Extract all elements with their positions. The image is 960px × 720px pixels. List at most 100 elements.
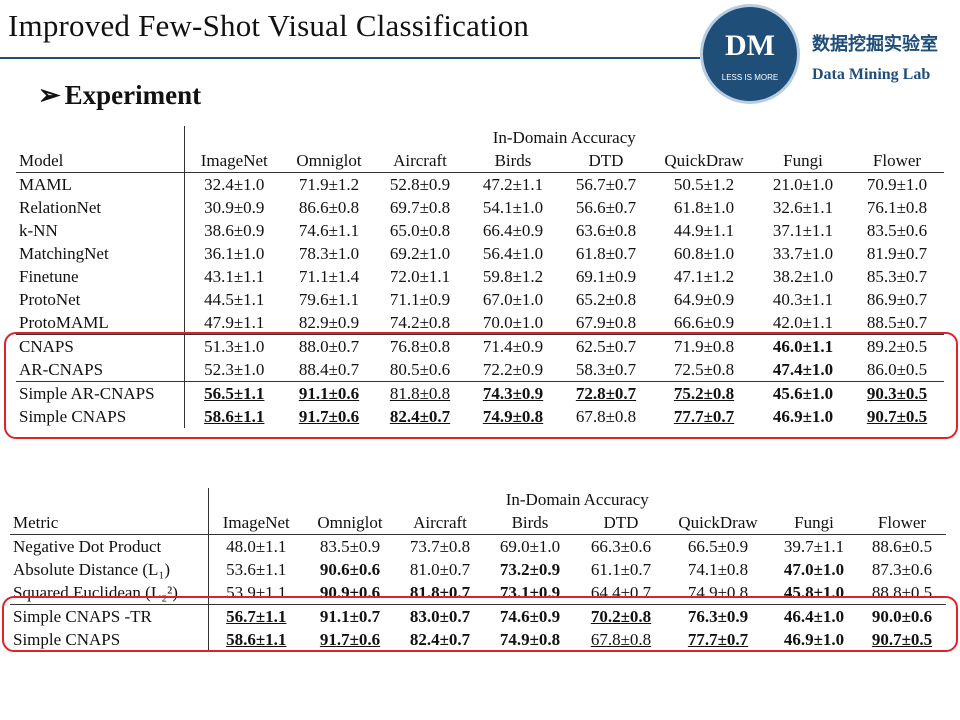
- logo-chinese-name: 数据挖掘实验室: [812, 34, 938, 55]
- row-label: ProtoMAML: [16, 311, 185, 335]
- cell-value: 88.4±0.7: [298, 360, 360, 379]
- table-cell: 47.4±1.0: [756, 358, 850, 382]
- row-label: Absolute Distance (L₁): [10, 558, 209, 581]
- table-cell: 69.1±0.9: [560, 265, 652, 288]
- column-header: ImageNet: [222, 513, 290, 532]
- table-cell: 71.4±0.9: [466, 334, 560, 358]
- table-row: MAML 32.4±1.0 71.9±1.2 52.8±0.9 47.2±1.1 56.7…: [16, 172, 944, 196]
- cell-value: 66.4±0.9: [482, 221, 544, 240]
- cell-value: 86.6±0.8: [298, 198, 360, 217]
- cell-value: 83.0±0.7: [409, 607, 471, 626]
- table-cell: 70.9±1.0: [850, 172, 944, 196]
- lab-logo: DM LESS IS MORE 数据挖掘实验室 Data Mining Lab: [700, 4, 958, 104]
- cell-value: 50.5±1.2: [673, 175, 735, 194]
- table-cell: 46.9±1.0: [756, 405, 850, 428]
- table-cell: 46.9±1.0: [770, 628, 858, 651]
- cell-value: 52.8±0.9: [389, 175, 451, 194]
- cell-value: 71.4±0.9: [482, 337, 544, 356]
- section-heading-text: Experiment: [64, 80, 202, 110]
- table-row: Simple CNAPS -TR 56.7±1.1 91.1±0.7 83.0±0.7…: [10, 604, 946, 628]
- column-header: Fungi: [794, 513, 834, 532]
- table-cell: 44.9±1.1: [652, 219, 756, 242]
- row-label: CNAPS: [16, 334, 185, 358]
- cell-value: 33.7±1.0: [772, 244, 834, 263]
- table-cell: 74.3±0.9: [466, 381, 560, 405]
- cell-value: 37.1±1.1: [772, 221, 834, 240]
- cell-value: 74.3±0.9: [482, 384, 544, 403]
- table-row: k-NN 38.6±0.9 74.6±1.1 65.0±0.8 66.4±0.9 63.6…: [16, 219, 944, 242]
- table-cell: 77.7±0.7: [652, 405, 756, 428]
- column-header: QuickDraw: [664, 151, 744, 170]
- table-cell: 69.2±1.0: [374, 242, 466, 265]
- highlight-box-cnaps: [4, 332, 958, 439]
- cell-value: 61.8±1.0: [673, 198, 735, 217]
- cell-value: 46.9±1.0: [783, 630, 845, 649]
- column-header: Fungi: [783, 151, 823, 170]
- cell-value: 44.9±1.1: [673, 221, 735, 240]
- cell-value: 91.7±0.6: [298, 407, 360, 426]
- cell-value: 74.6±1.1: [298, 221, 360, 240]
- cell-value: 66.3±0.6: [590, 537, 652, 556]
- table-cell: 86.6±0.8: [284, 196, 374, 219]
- logo-english-name: Data Mining Lab: [812, 66, 931, 83]
- cell-value: 80.5±0.6: [389, 360, 451, 379]
- row-label: ProtoNet: [16, 288, 185, 311]
- table-cell: 77.7±0.7: [666, 628, 770, 651]
- row-label: RelationNet: [16, 196, 185, 219]
- cell-value: 69.7±0.8: [389, 198, 451, 217]
- cell-value: 59.8±1.2: [482, 267, 544, 286]
- table-cell: 21.0±1.0: [756, 172, 850, 196]
- table-cell: 62.5±0.7: [560, 334, 652, 358]
- cell-value: 77.7±0.7: [673, 407, 735, 426]
- table-cell: 72.0±1.1: [374, 265, 466, 288]
- cell-value: 71.1±1.4: [298, 267, 360, 286]
- table-row: Simple CNAPS 58.6±1.1 91.7±0.6 82.4±0.7 74.9…: [16, 405, 944, 428]
- table-cell: 67.0±1.0: [466, 288, 560, 311]
- cell-value: 62.5±0.7: [575, 337, 637, 356]
- table-cell: 83.0±0.7: [396, 604, 484, 628]
- table-cell: 61.1±0.7: [576, 558, 666, 581]
- row-label: Simple AR-CNAPS: [16, 381, 185, 405]
- cell-value: 76.1±0.8: [866, 198, 928, 217]
- table-cell: 65.2±0.8: [560, 288, 652, 311]
- row-label: Simple CNAPS: [10, 628, 209, 651]
- table-cell: 67.8±0.8: [576, 628, 666, 651]
- cell-value: 81.8±0.8: [389, 384, 451, 403]
- cell-value: 53.6±1.1: [226, 560, 287, 579]
- table-cell: 76.3±0.9: [666, 604, 770, 628]
- cell-value: 63.6±0.8: [575, 221, 637, 240]
- column-header: Birds: [511, 513, 549, 532]
- cell-value: 47.4±1.0: [772, 360, 834, 379]
- cell-value: 43.1±1.1: [204, 267, 265, 286]
- table-cell: 91.1±0.6: [284, 381, 374, 405]
- table-cell: 66.3±0.6: [576, 534, 666, 558]
- table-cell: 85.3±0.7: [850, 265, 944, 288]
- cell-value: 74.2±0.8: [389, 313, 451, 332]
- table-cell: 78.3±1.0: [284, 242, 374, 265]
- table-cell: 42.0±1.1: [756, 311, 850, 335]
- table-cell: 64.9±0.9: [652, 288, 756, 311]
- cell-value: 73.7±0.8: [409, 537, 471, 556]
- cell-value: 70.2±0.8: [590, 607, 652, 626]
- table-cell: 61.8±0.7: [560, 242, 652, 265]
- table-cell: 82.4±0.7: [374, 405, 466, 428]
- table-cell: 88.0±0.7: [284, 334, 374, 358]
- table-cell: 66.5±0.9: [666, 534, 770, 558]
- table-cell: 56.7±0.7: [560, 172, 652, 196]
- cell-value: 90.7±0.5: [866, 407, 928, 426]
- cell-value: 46.9±1.0: [772, 407, 834, 426]
- table-cell: 80.5±0.6: [374, 358, 466, 382]
- table-cell: 69.7±0.8: [374, 196, 466, 219]
- table-cell: 39.7±1.1: [770, 534, 858, 558]
- row-label: AR-CNAPS: [16, 358, 185, 382]
- table-cell: 82.4±0.7: [396, 628, 484, 651]
- cell-value: 88.0±0.7: [298, 337, 360, 356]
- cell-value: 36.1±1.0: [204, 244, 265, 263]
- table-cell: 86.0±0.5: [850, 358, 944, 382]
- table-cell: 72.5±0.8: [652, 358, 756, 382]
- cell-value: 91.1±0.6: [298, 384, 360, 403]
- table-cell: 79.6±1.1: [284, 288, 374, 311]
- table-cell: 88.5±0.7: [850, 311, 944, 335]
- cell-value: 90.7±0.5: [871, 630, 933, 649]
- table-cell: 36.1±1.0: [184, 242, 284, 265]
